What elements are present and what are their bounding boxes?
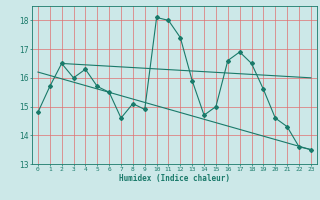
X-axis label: Humidex (Indice chaleur): Humidex (Indice chaleur) xyxy=(119,174,230,183)
